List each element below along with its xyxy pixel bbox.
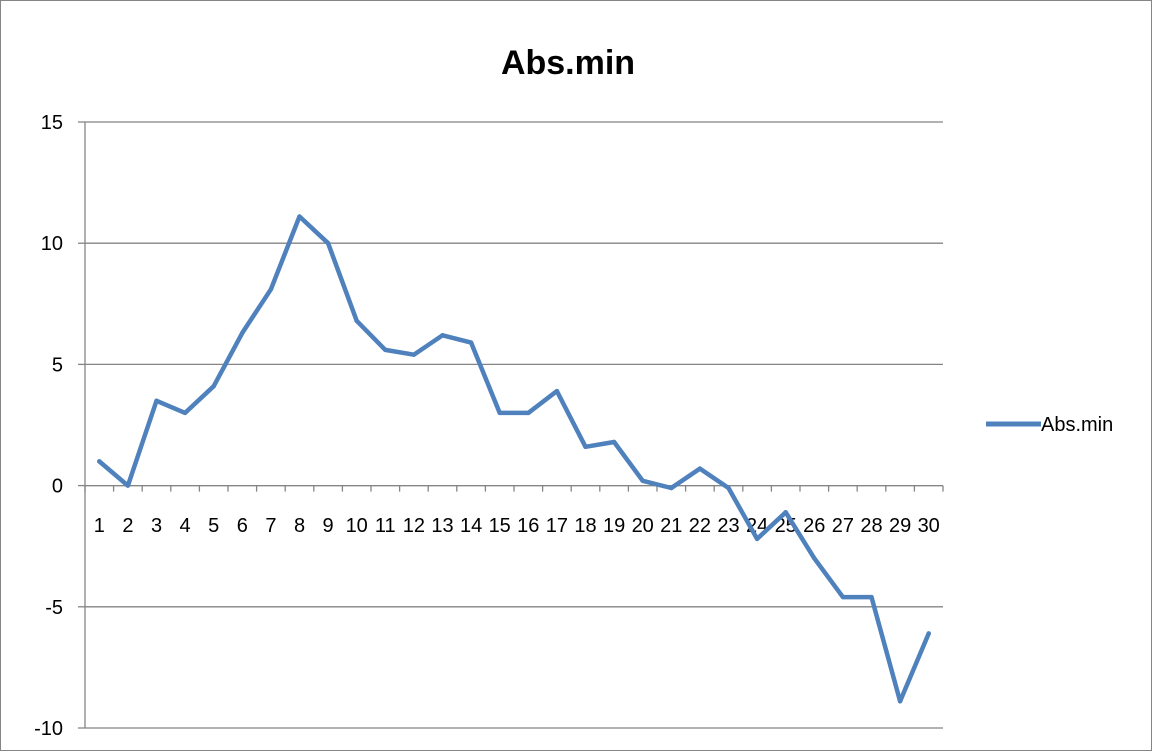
legend-label-abs-min: Abs.min xyxy=(1041,414,1113,436)
data-point xyxy=(125,483,131,488)
data-point xyxy=(869,594,874,600)
data-point xyxy=(697,466,703,471)
x-tick-label: 27 xyxy=(832,515,854,537)
y-axis-ticks: 15 10 5 0 -5 -10 xyxy=(34,112,85,740)
x-tick-label: 9 xyxy=(323,515,334,537)
x-tick-label: 28 xyxy=(860,515,882,537)
x-tick-label: 13 xyxy=(431,515,453,537)
data-point xyxy=(497,410,502,416)
data-point xyxy=(211,384,216,389)
y-tick-label: 5 xyxy=(52,354,63,376)
y-tick-label: -5 xyxy=(45,597,63,619)
data-point xyxy=(297,214,302,219)
x-tick-label: 8 xyxy=(294,515,305,537)
series-layer xyxy=(97,214,931,704)
data-point xyxy=(383,347,388,353)
data-point xyxy=(726,485,731,491)
data-point xyxy=(754,536,760,542)
data-point xyxy=(669,485,674,491)
x-tick-label: 26 xyxy=(803,515,825,537)
x-tick-label: 29 xyxy=(889,515,911,537)
data-point xyxy=(583,444,588,450)
data-point xyxy=(468,340,474,345)
x-tick-label: 2 xyxy=(122,515,133,537)
data-point xyxy=(354,318,359,323)
data-point xyxy=(411,352,417,357)
x-tick-label: 3 xyxy=(151,515,162,537)
data-point xyxy=(554,388,560,394)
y-tick-label: 10 xyxy=(41,233,63,255)
x-tick-label: 7 xyxy=(265,515,276,537)
data-point xyxy=(840,594,846,600)
x-tick-label: 14 xyxy=(460,515,482,537)
x-tick-label: 12 xyxy=(403,515,425,537)
x-tick-label: 15 xyxy=(489,515,511,537)
data-point xyxy=(640,478,645,483)
chart-title: Abs.min xyxy=(501,44,635,82)
x-tick-label: 5 xyxy=(208,515,219,537)
data-point xyxy=(783,510,788,515)
x-tick-label: 17 xyxy=(546,515,568,537)
x-tick-label: 18 xyxy=(574,515,596,537)
y-tick-label: 15 xyxy=(41,112,63,134)
data-point xyxy=(897,699,903,704)
x-tick-label: 16 xyxy=(517,515,539,537)
legend: Abs.min xyxy=(986,414,1113,436)
x-tick-label: 19 xyxy=(603,515,625,537)
x-tick-label: 30 xyxy=(918,515,940,537)
x-tick-label: 21 xyxy=(660,515,682,537)
data-point xyxy=(97,459,102,464)
x-tick-label: 11 xyxy=(375,515,396,537)
data-point xyxy=(240,330,245,336)
series-line xyxy=(97,214,931,704)
data-point xyxy=(812,556,817,561)
x-axis-ticks: 1 2 3 4 5 6 7 8 9 10 11 12 13 14 15 16 17 18 19 20 21 22 23 24 2… xyxy=(84,485,944,537)
x-tick-label: 10 xyxy=(346,515,368,537)
data-point xyxy=(526,410,531,416)
gridlines xyxy=(85,121,943,729)
data-point xyxy=(325,241,331,246)
x-tick-label: 22 xyxy=(689,515,711,537)
data-point xyxy=(182,410,188,416)
x-tick-label: 4 xyxy=(180,515,191,537)
y-tick-label: -10 xyxy=(34,718,63,740)
data-point xyxy=(268,287,274,292)
x-tick-label: 20 xyxy=(632,515,654,537)
axes xyxy=(84,122,943,728)
data-point xyxy=(926,631,931,636)
data-point xyxy=(611,439,617,445)
x-tick-label: 1 xyxy=(94,515,105,537)
y-tick-label: 0 xyxy=(52,476,63,498)
data-point xyxy=(154,398,159,403)
x-tick-label: 6 xyxy=(237,515,248,537)
x-tick-label: 23 xyxy=(717,515,739,537)
data-point xyxy=(440,333,445,338)
